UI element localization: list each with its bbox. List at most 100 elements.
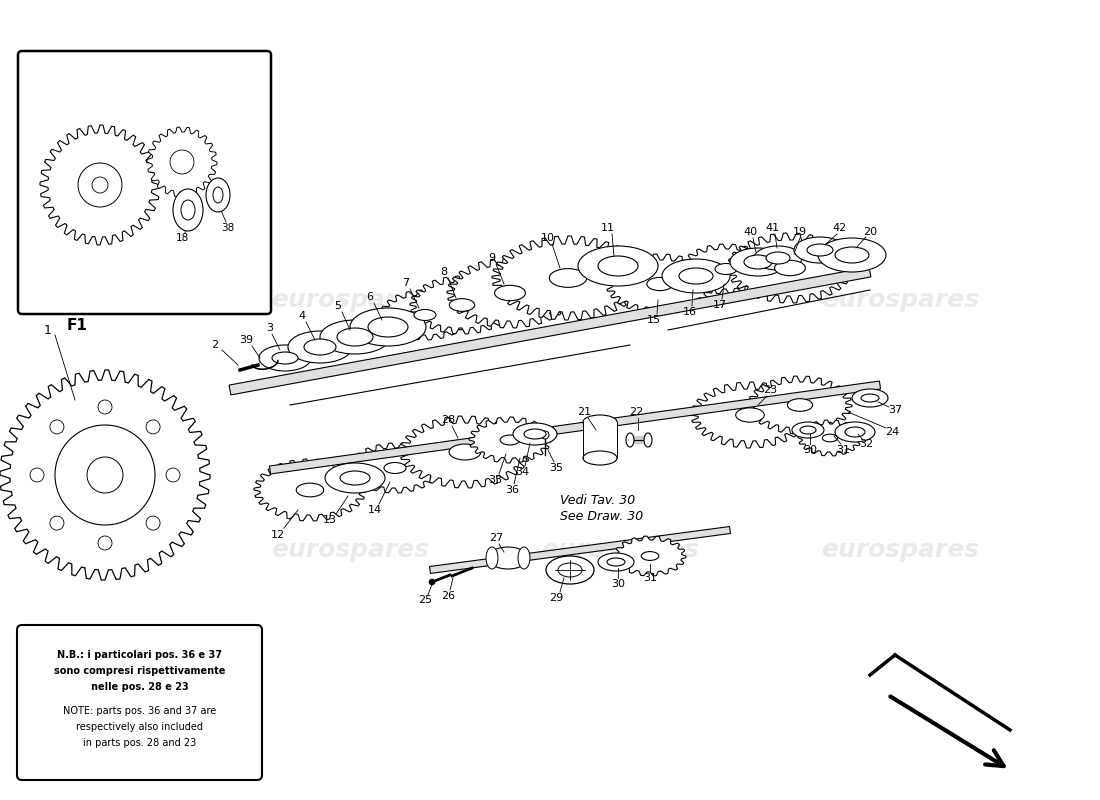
Text: 14: 14 [367,505,382,515]
Text: eurospares: eurospares [821,538,979,562]
Text: eurospares: eurospares [271,538,429,562]
Text: 7: 7 [403,278,409,288]
Ellipse shape [679,268,713,284]
Ellipse shape [662,259,730,293]
Circle shape [146,420,161,434]
Ellipse shape [272,352,298,364]
Text: 20: 20 [862,227,877,237]
Text: 40: 40 [742,227,757,237]
Text: eurospares: eurospares [541,538,700,562]
Text: 18: 18 [175,233,188,243]
Ellipse shape [324,463,385,493]
Text: See Draw. 30: See Draw. 30 [560,510,643,522]
Ellipse shape [350,308,426,346]
Polygon shape [350,443,440,493]
Ellipse shape [792,422,824,438]
Ellipse shape [450,298,475,311]
Ellipse shape [754,246,802,270]
Ellipse shape [546,556,594,584]
Text: 22: 22 [629,407,644,417]
Ellipse shape [788,398,813,411]
Circle shape [87,457,123,493]
Text: 29: 29 [549,593,563,603]
Text: 8: 8 [440,267,448,277]
Ellipse shape [715,263,737,274]
Ellipse shape [288,331,352,363]
Polygon shape [379,290,470,340]
Ellipse shape [647,278,673,290]
Text: 5: 5 [334,301,341,311]
Text: eurospares: eurospares [271,288,429,312]
Text: 11: 11 [601,223,615,233]
FancyBboxPatch shape [16,625,262,780]
Polygon shape [681,244,771,294]
Text: nelle pos. 28 e 23: nelle pos. 28 e 23 [90,682,188,692]
Ellipse shape [213,187,223,203]
Ellipse shape [304,339,336,355]
Text: 37: 37 [888,405,902,415]
Ellipse shape [320,320,390,354]
Ellipse shape [736,408,764,422]
Text: 15: 15 [647,315,661,325]
Text: 26: 26 [441,591,455,601]
Ellipse shape [774,260,805,276]
Ellipse shape [486,547,498,569]
Text: 32: 32 [859,439,873,449]
Ellipse shape [500,435,520,445]
Ellipse shape [368,317,408,337]
Polygon shape [429,526,730,574]
Polygon shape [606,254,714,314]
Text: N.B.: i particolari pos. 36 e 37: N.B.: i particolari pos. 36 e 37 [57,650,222,660]
Circle shape [30,468,44,482]
Text: 1: 1 [44,323,52,337]
Ellipse shape [583,415,617,429]
Circle shape [78,163,122,207]
Ellipse shape [598,553,634,571]
Polygon shape [614,536,686,576]
Ellipse shape [414,310,436,321]
Polygon shape [748,376,852,434]
Text: in parts pos. 28 and 23: in parts pos. 28 and 23 [82,738,196,748]
Polygon shape [492,236,644,320]
Ellipse shape [337,328,373,346]
Ellipse shape [206,178,230,212]
Polygon shape [229,267,871,395]
Ellipse shape [794,237,846,263]
Text: 4: 4 [298,311,306,321]
Circle shape [429,579,434,585]
Text: 41: 41 [766,223,780,233]
Ellipse shape [182,200,195,220]
Text: 23: 23 [763,385,777,395]
Ellipse shape [258,345,311,371]
Text: 34: 34 [515,467,529,477]
Circle shape [50,420,64,434]
Ellipse shape [800,426,816,434]
Polygon shape [469,417,551,463]
Text: 9: 9 [488,253,496,263]
Polygon shape [447,258,573,328]
Circle shape [170,150,194,174]
Text: 30: 30 [803,445,817,455]
Ellipse shape [549,269,586,287]
Text: 24: 24 [884,427,899,437]
Ellipse shape [807,244,833,256]
Ellipse shape [818,238,886,272]
Text: 31: 31 [644,573,657,583]
Text: 3: 3 [266,323,274,333]
Text: 21: 21 [576,407,591,417]
Text: 39: 39 [239,335,253,345]
Ellipse shape [173,189,204,231]
Ellipse shape [644,433,652,447]
Text: eurospares: eurospares [821,288,979,312]
Text: NOTE: parts pos. 36 and 37 are: NOTE: parts pos. 36 and 37 are [63,706,216,716]
Text: respectively also included: respectively also included [76,722,204,732]
Polygon shape [0,370,210,580]
Ellipse shape [558,563,582,577]
Text: 36: 36 [505,485,519,495]
Ellipse shape [861,394,879,402]
Polygon shape [147,127,217,197]
Circle shape [55,425,155,525]
Polygon shape [410,276,514,334]
Polygon shape [400,416,530,488]
Text: 35: 35 [549,463,563,473]
